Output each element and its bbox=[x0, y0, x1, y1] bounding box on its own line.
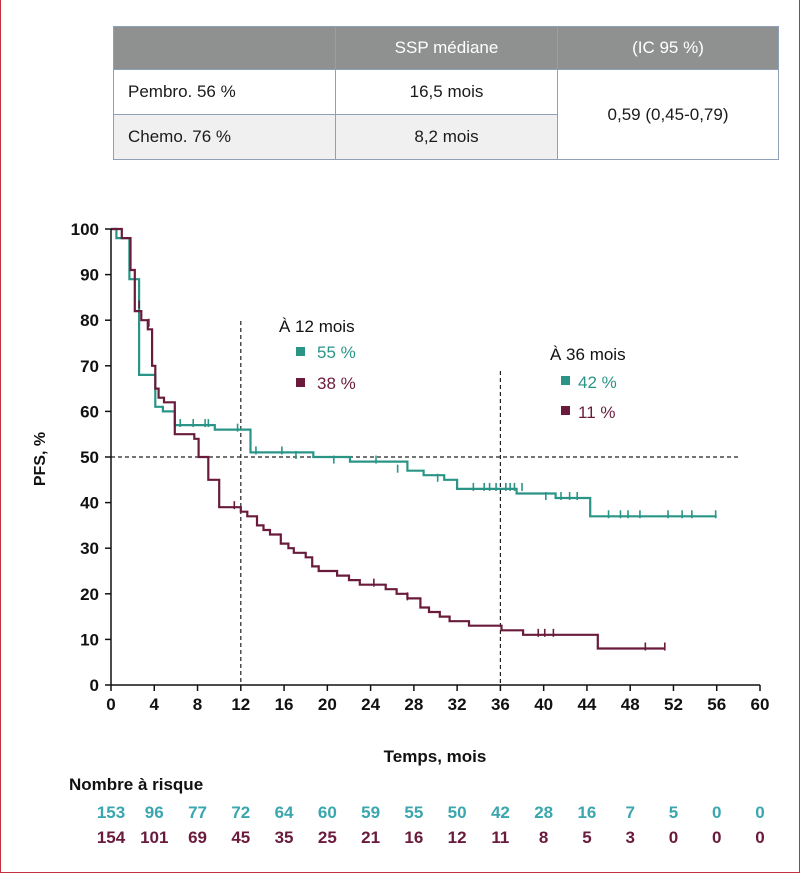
y-tick-label: 80 bbox=[80, 311, 99, 330]
y-tick-label: 90 bbox=[80, 266, 99, 285]
risk-count-chemo: 45 bbox=[231, 828, 250, 847]
reference-lines bbox=[111, 321, 741, 685]
x-tick-label: 12 bbox=[231, 695, 250, 714]
x-tick-label: 60 bbox=[751, 695, 770, 714]
risk-count-chemo: 21 bbox=[361, 828, 380, 847]
risk-count-pembro: 55 bbox=[404, 803, 423, 822]
risk-count-pembro: 28 bbox=[534, 803, 553, 822]
risk-count-chemo: 25 bbox=[318, 828, 337, 847]
risk-count-chemo: 0 bbox=[712, 828, 721, 847]
annotation-12-pembro-value: 55 % bbox=[317, 343, 356, 362]
y-tick-label: 100 bbox=[71, 220, 99, 239]
y-tick-label: 30 bbox=[80, 539, 99, 558]
median-chemo: 8,2 mois bbox=[335, 114, 558, 160]
y-tick-label: 0 bbox=[90, 676, 99, 695]
survival-curves bbox=[111, 227, 717, 651]
risk-count-chemo: 0 bbox=[669, 828, 678, 847]
summary-table: SSP médiane (IC 95 %) Pembro. 56 % 16,5 … bbox=[113, 26, 779, 160]
risk-count-chemo: 3 bbox=[625, 828, 634, 847]
x-tick-label: 16 bbox=[275, 695, 294, 714]
x-tick-label: 36 bbox=[491, 695, 510, 714]
x-tick-label: 32 bbox=[448, 695, 467, 714]
hazard-ratio: 0,59 (0,45-0,79) bbox=[557, 69, 779, 160]
x-tick-label: 56 bbox=[707, 695, 726, 714]
risk-count-pembro: 0 bbox=[712, 803, 721, 822]
summary-row-chemo: Chemo. 76 % 8,2 mois bbox=[113, 114, 779, 160]
risk-count-pembro: 5 bbox=[669, 803, 678, 822]
risk-count-pembro: 72 bbox=[231, 803, 250, 822]
annotation-12-pembro-marker bbox=[296, 347, 305, 356]
y-tick-label: 70 bbox=[80, 357, 99, 376]
risk-count-pembro: 50 bbox=[448, 803, 467, 822]
row-label-chemo: Chemo. 76 % bbox=[113, 114, 336, 160]
x-tick-label: 24 bbox=[361, 695, 380, 714]
axis-ticks: 0 4 8 12 16 20 24 28 32 36 40 44 48 52 56 6001020304050… bbox=[71, 220, 770, 714]
annotation-12-title: À 12 mois bbox=[279, 317, 355, 336]
x-tick-label: 8 bbox=[193, 695, 202, 714]
summary-row-pembro: Pembro. 56 % 16,5 mois 0,59 (0,45-0,79) bbox=[113, 69, 779, 160]
x-tick-label: 20 bbox=[318, 695, 337, 714]
risk-count-chemo: 5 bbox=[582, 828, 591, 847]
y-axis-label: PFS, % bbox=[32, 432, 49, 486]
risk-count-chemo: 101 bbox=[140, 828, 168, 847]
risk-count-pembro: 7 bbox=[625, 803, 634, 822]
annotation-36-title: À 36 mois bbox=[550, 345, 626, 364]
annotation-36-months: À 36 mois 42 % 11 % bbox=[550, 345, 626, 422]
annotation-36-pembro-value: 42 % bbox=[578, 373, 617, 392]
risk-count-pembro: 42 bbox=[491, 803, 510, 822]
risk-count-chemo: 8 bbox=[539, 828, 548, 847]
risk-count-chemo: 0 bbox=[755, 828, 764, 847]
x-tick-label: 28 bbox=[404, 695, 423, 714]
x-tick-label: 4 bbox=[150, 695, 160, 714]
annotation-36-chemo-marker bbox=[561, 406, 570, 415]
y-tick-label: 40 bbox=[80, 494, 99, 513]
km-curve-pembro bbox=[111, 227, 717, 518]
y-tick-label: 10 bbox=[80, 630, 99, 649]
risk-count-chemo: 69 bbox=[188, 828, 207, 847]
x-tick-label: 0 bbox=[106, 695, 115, 714]
annotation-12-chemo-marker bbox=[296, 378, 305, 387]
risk-count-pembro: 16 bbox=[577, 803, 596, 822]
risk-count-pembro: 77 bbox=[188, 803, 207, 822]
y-tick-label: 20 bbox=[80, 585, 99, 604]
km-curve-chemo bbox=[111, 227, 665, 650]
risk-count-pembro: 153 bbox=[97, 803, 125, 822]
risk-count-chemo: 35 bbox=[275, 828, 294, 847]
risk-count-chemo: 11 bbox=[491, 828, 509, 847]
summary-header-empty bbox=[113, 26, 336, 70]
y-tick-label: 50 bbox=[80, 448, 99, 467]
x-axis-label: Temps, mois bbox=[384, 747, 487, 766]
risk-count-pembro: 96 bbox=[145, 803, 164, 822]
annotation-36-chemo-value: 11 % bbox=[578, 403, 616, 422]
risk-count-pembro: 59 bbox=[361, 803, 380, 822]
x-tick-label: 48 bbox=[621, 695, 640, 714]
risk-count-chemo: 154 bbox=[97, 828, 126, 847]
summary-header-ci: (IC 95 %) bbox=[557, 26, 779, 70]
median-pembro: 16,5 mois bbox=[335, 69, 558, 115]
annotation-36-pembro-marker bbox=[561, 376, 570, 385]
annotation-12-chemo-value: 38 % bbox=[317, 374, 356, 393]
risk-count-chemo: 16 bbox=[404, 828, 423, 847]
risk-count-pembro: 60 bbox=[318, 803, 337, 822]
x-tick-label: 40 bbox=[534, 695, 553, 714]
annotation-12-months: À 12 mois 55 % 38 % bbox=[279, 317, 356, 393]
risk-table-title: Nombre à risque bbox=[69, 775, 203, 794]
y-tick-label: 60 bbox=[80, 402, 99, 421]
x-tick-label: 52 bbox=[664, 695, 683, 714]
risk-count-pembro: 0 bbox=[755, 803, 764, 822]
risk-count-chemo: 12 bbox=[448, 828, 467, 847]
x-tick-label: 44 bbox=[577, 695, 596, 714]
risk-count-pembro: 64 bbox=[275, 803, 294, 822]
